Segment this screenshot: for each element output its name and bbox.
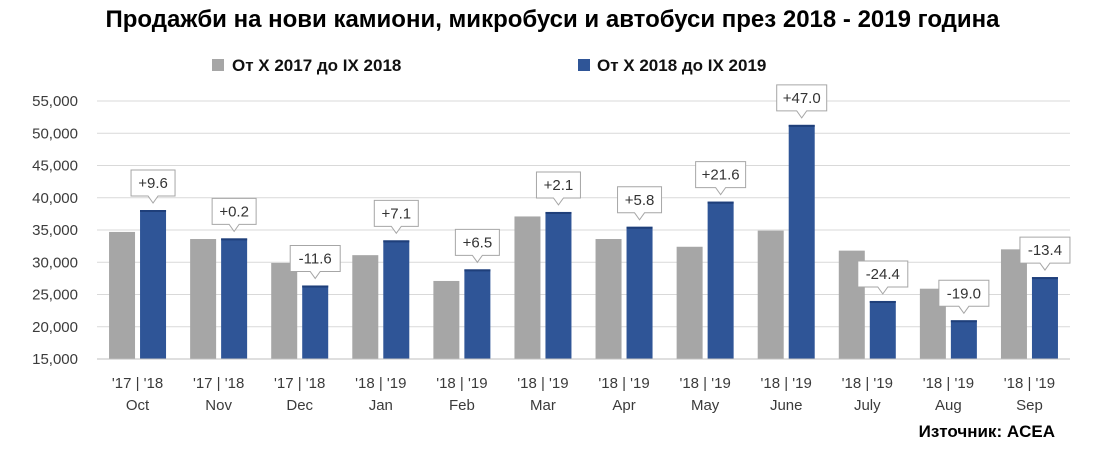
change-callout-box: [938, 279, 990, 315]
x-year-label: '18 | '19: [761, 375, 812, 392]
bar-prev: [1000, 249, 1027, 359]
x-month-label: Aug: [935, 397, 962, 414]
x-month-label: July: [854, 397, 881, 414]
x-month-label: Sep: [1016, 397, 1043, 414]
bar-curr: [788, 124, 815, 360]
change-label: +2.1: [544, 177, 574, 194]
bar-prev: [271, 262, 298, 359]
change-callout-box: [454, 228, 500, 264]
change-label: +47.0: [783, 90, 821, 107]
change-callout-box: [130, 169, 176, 204]
change-label: -11.6: [299, 250, 332, 267]
bar-curr: [950, 320, 977, 359]
change-label: +0.2: [219, 203, 249, 220]
x-year-label: '17 | '18: [112, 375, 163, 392]
change-label: -13.4: [1028, 242, 1062, 259]
x-year-label: '18 | '19: [517, 375, 568, 392]
x-month-label: Mar: [530, 397, 556, 414]
bar-curr: [1031, 277, 1058, 359]
y-tick-label: 50,000: [32, 125, 78, 142]
x-month-label: Feb: [449, 397, 475, 414]
change-callout-box: [857, 260, 909, 295]
change-label: -24.4: [866, 266, 900, 283]
legend-label-curr: От X 2018 до IX 2019: [597, 56, 766, 75]
x-month-label: Jan: [369, 397, 393, 414]
change-label: +21.6: [702, 167, 740, 184]
bar-prev: [433, 280, 460, 359]
change-callout-box: [373, 199, 419, 235]
bar-prev: [352, 255, 379, 359]
y-tick-label: 40,000: [32, 190, 78, 207]
change-label: +5.8: [625, 192, 655, 209]
x-month-label: May: [691, 397, 720, 414]
change-callout-box: [535, 171, 581, 206]
change-callout-box: [617, 186, 663, 221]
x-month-label: Oct: [126, 397, 150, 414]
y-tick-label: 35,000: [32, 222, 78, 239]
bar-curr: [383, 240, 410, 359]
legend-label-prev: От X 2017 до IX 2018: [232, 56, 401, 75]
bar-prev: [514, 216, 541, 359]
bar-prev: [109, 231, 136, 359]
bar-curr: [707, 201, 734, 359]
bar-prev: [190, 239, 217, 359]
x-month-label: Dec: [286, 397, 313, 414]
bar-prev: [757, 230, 784, 359]
x-year-label: '18 | '19: [436, 375, 487, 392]
legend-swatch-prev: [212, 59, 224, 71]
bar-curr: [545, 211, 572, 359]
y-tick-label: 25,000: [32, 287, 78, 304]
y-tick-label: 20,000: [32, 319, 78, 336]
y-tick-label: 55,000: [32, 93, 78, 110]
change-label: -19.0: [947, 285, 981, 302]
bar-curr: [869, 300, 896, 359]
x-month-label: Nov: [205, 397, 232, 414]
change-callout-box: [211, 197, 257, 233]
x-year-label: '17 | '18: [274, 375, 325, 392]
change-callout-box: [1019, 236, 1071, 271]
x-year-label: '18 | '19: [1004, 375, 1055, 392]
x-year-label: '18 | '19: [679, 375, 730, 392]
y-tick-label: 45,000: [32, 158, 78, 175]
legend-swatch-curr: [578, 59, 590, 71]
change-label: +6.5: [463, 234, 493, 251]
bar-curr: [464, 269, 491, 359]
bar-prev: [676, 246, 703, 359]
y-tick-label: 30,000: [32, 254, 78, 271]
bar-curr: [221, 238, 248, 359]
x-month-label: Apr: [612, 397, 635, 414]
x-year-label: '18 | '19: [842, 375, 893, 392]
bar-curr: [140, 210, 167, 359]
x-year-label: '18 | '19: [355, 375, 406, 392]
change-callout-box: [289, 244, 341, 280]
chart-title: Продажби на нови камиони, микробуси и ав…: [105, 6, 1000, 33]
x-year-label: '17 | '18: [193, 375, 244, 392]
x-year-label: '18 | '19: [923, 375, 974, 392]
source-note: Източник: ACEA: [918, 422, 1055, 441]
bar-curr: [626, 226, 653, 359]
change-callout-box: [695, 161, 747, 196]
x-month-label: June: [770, 397, 803, 414]
y-tick-label: 15,000: [32, 351, 78, 368]
bar-curr: [302, 285, 329, 359]
change-label: +9.6: [138, 175, 168, 192]
x-year-label: '18 | '19: [598, 375, 649, 392]
change-callout-box: [776, 84, 828, 119]
change-label: +7.1: [381, 205, 411, 222]
bar-prev: [595, 239, 622, 359]
